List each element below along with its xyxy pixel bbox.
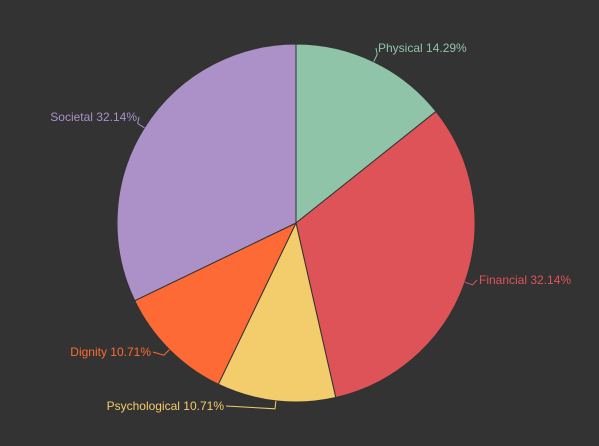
slice-labels: Physical 14.29% Financial 32.14% Psycholog…	[50, 41, 571, 413]
pie-slices	[116, 43, 476, 403]
slice-label-dignity: Dignity 10.71%	[70, 345, 151, 359]
leader-line-dignity	[152, 349, 170, 356]
pie-slice-psychological[interactable]	[217, 221, 337, 403]
pie-slice-physical[interactable]	[295, 43, 437, 225]
slice-label-physical: Physical 14.29%	[378, 41, 467, 55]
leader-line-societal	[137, 116, 145, 129]
leader-line-physical	[373, 47, 378, 62]
leader-line-financial	[464, 279, 478, 286]
pie-slice-dignity[interactable]	[134, 221, 298, 385]
slice-label-financial: Financial 32.14%	[479, 273, 571, 287]
pie-slice-societal[interactable]	[116, 43, 297, 302]
label-leader-lines	[137, 47, 478, 410]
pie-slice-financial[interactable]	[295, 110, 476, 399]
slice-label-psychological: Psychological 10.71%	[107, 399, 225, 413]
leader-line-psychological	[225, 400, 277, 410]
slice-label-societal: Societal 32.14%	[50, 110, 137, 124]
